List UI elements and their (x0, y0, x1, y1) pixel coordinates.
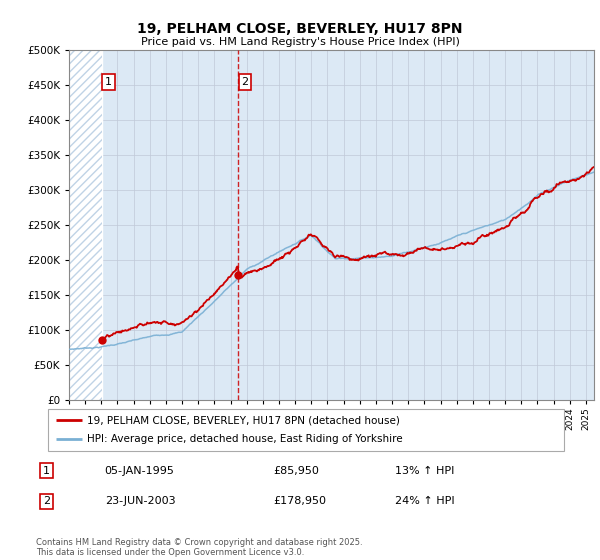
Text: £178,950: £178,950 (274, 496, 326, 506)
Text: 2: 2 (242, 77, 248, 87)
Text: 2: 2 (43, 496, 50, 506)
Text: 1: 1 (43, 465, 50, 475)
Text: £85,950: £85,950 (274, 465, 319, 475)
Text: 1: 1 (105, 77, 112, 87)
Text: 23-JUN-2003: 23-JUN-2003 (104, 496, 175, 506)
Bar (69, 50, 102, 400)
Text: Price paid vs. HM Land Registry's House Price Index (HPI): Price paid vs. HM Land Registry's House … (140, 37, 460, 47)
FancyBboxPatch shape (48, 409, 564, 451)
Text: 05-JAN-1995: 05-JAN-1995 (104, 465, 175, 475)
Text: Contains HM Land Registry data © Crown copyright and database right 2025.
This d: Contains HM Land Registry data © Crown c… (36, 538, 362, 557)
Text: 19, PELHAM CLOSE, BEVERLEY, HU17 8PN: 19, PELHAM CLOSE, BEVERLEY, HU17 8PN (137, 22, 463, 36)
Text: 19, PELHAM CLOSE, BEVERLEY, HU17 8PN (detached house): 19, PELHAM CLOSE, BEVERLEY, HU17 8PN (de… (86, 415, 400, 425)
Text: 13% ↑ HPI: 13% ↑ HPI (395, 465, 454, 475)
Text: HPI: Average price, detached house, East Riding of Yorkshire: HPI: Average price, detached house, East… (86, 435, 403, 445)
Bar (69, 50, 102, 400)
Text: 24% ↑ HPI: 24% ↑ HPI (395, 496, 455, 506)
